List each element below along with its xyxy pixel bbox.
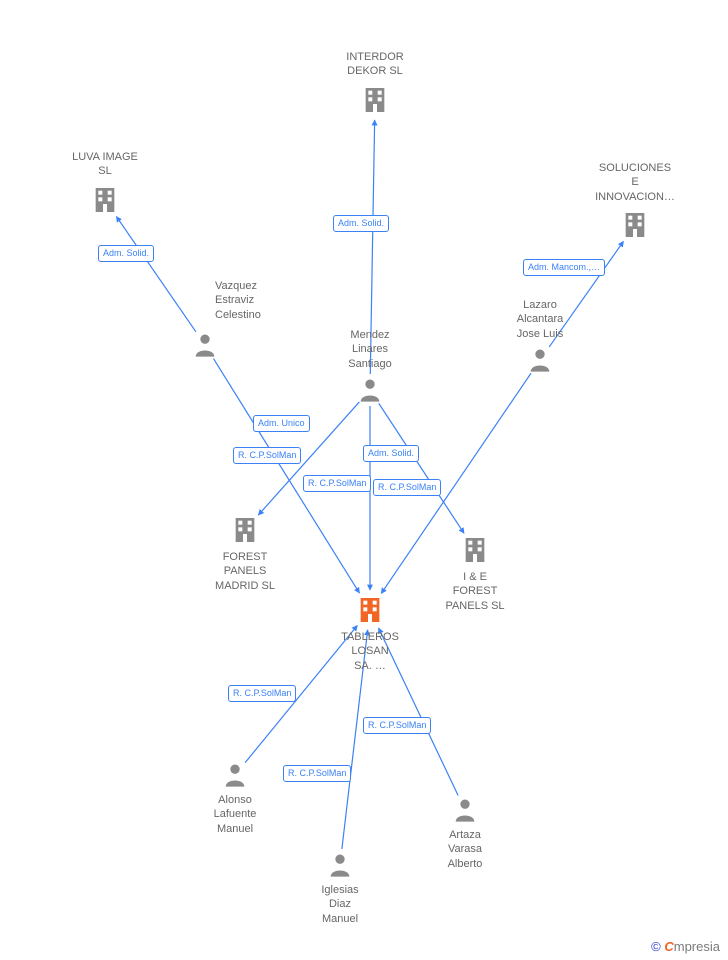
building-icon[interactable] [89,184,121,216]
building-icon[interactable] [229,514,261,546]
edge-line [379,403,464,533]
node-label: Vazquez Estraviz Celestino [215,279,325,322]
edge-label: Adm. Solid. [333,215,389,232]
person-icon[interactable] [326,851,354,879]
copyright-symbol: © [651,939,661,954]
node-label: Lazaro Alcantara Jose Luis [485,298,595,341]
edge-label: R. C.P.SolMan [303,475,371,492]
brand-rest: mpresia [674,939,720,954]
building-icon[interactable] [359,84,391,116]
node-label: TABLEROS LOSAN SA. … [315,630,425,673]
person-icon[interactable] [451,796,479,824]
node-label: SOLUCIONES E INNOVACION… [580,161,690,204]
node-label: Alonso Lafuente Manuel [180,793,290,836]
edge-label: Adm. Unico [253,415,310,432]
edge-label: R. C.P.SolMan [233,447,301,464]
building-icon[interactable] [619,209,651,241]
building-icon[interactable] [354,594,386,626]
node-label: I & E FOREST PANELS SL [420,570,530,613]
person-icon[interactable] [526,346,554,374]
person-icon[interactable] [356,376,384,404]
person-icon[interactable] [191,331,219,359]
edge-label: R. C.P.SolMan [373,479,441,496]
edge-label: Adm. Solid. [363,445,419,462]
edge-label: R. C.P.SolMan [283,765,351,782]
watermark: © Cmpresia [651,939,720,954]
building-icon[interactable] [459,534,491,566]
node-label: Artaza Varasa Alberto [410,828,520,871]
edge-label: R. C.P.SolMan [228,685,296,702]
edge-label: Adm. Mancom.,… [523,259,605,276]
node-label: INTERDOR DEKOR SL [320,50,430,79]
edge-line [116,216,196,331]
node-label: Mendez Linares Santiago [315,328,425,371]
person-icon[interactable] [221,761,249,789]
node-label: Iglesias Diaz Manuel [285,883,395,926]
edge-label: R. C.P.SolMan [363,717,431,734]
node-label: FOREST PANELS MADRID SL [190,550,300,593]
node-label: LUVA IMAGE SL [50,150,160,179]
brand-e: C [664,939,673,954]
edge-label: Adm. Solid. [98,245,154,262]
